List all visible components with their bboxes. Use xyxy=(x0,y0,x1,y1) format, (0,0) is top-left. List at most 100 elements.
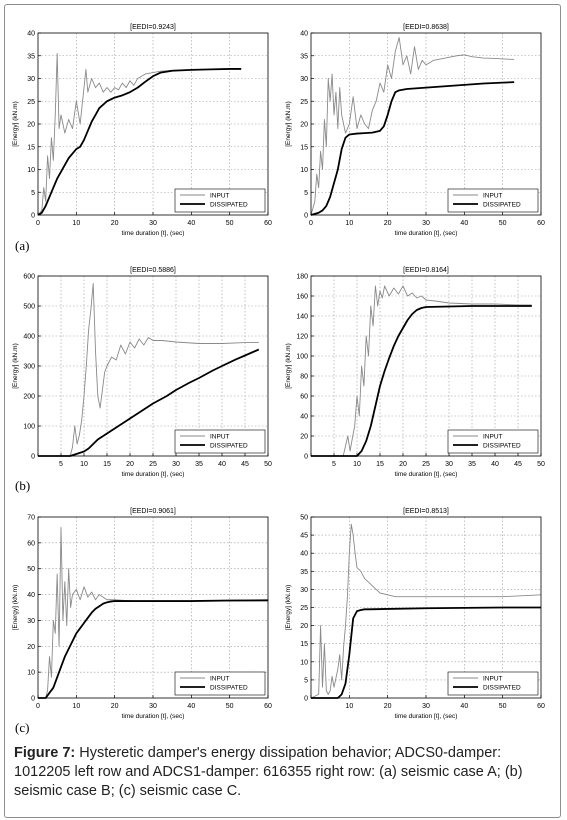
row-label-a: (a) xyxy=(15,238,30,253)
x-tick-label: 30 xyxy=(149,703,157,710)
plot-area xyxy=(38,276,268,456)
x-tick-label: 15 xyxy=(103,461,111,468)
x-tick-label: 15 xyxy=(376,461,384,468)
y-tick-label: 20 xyxy=(300,434,308,441)
chart-title: [EEDI=0.8638] xyxy=(403,24,449,31)
x-tick-label: 40 xyxy=(460,220,468,227)
x-tick-label: 20 xyxy=(111,703,119,710)
series-line-dissipated xyxy=(37,68,242,216)
series-line-input xyxy=(310,37,515,216)
y-tick-label: 40 xyxy=(300,31,308,38)
y-axis-label: [Energy] (kN.m) xyxy=(12,343,19,389)
y-tick-label: 140 xyxy=(296,314,308,321)
y-axis-label: [Energy] (kN.m) xyxy=(285,343,292,389)
y-tick-label: 15 xyxy=(300,144,308,151)
x-tick-label: 30 xyxy=(422,703,430,710)
y-tick-label: 20 xyxy=(27,644,35,651)
x-tick-label: 40 xyxy=(187,220,195,227)
x-tick-label: 40 xyxy=(491,461,499,468)
x-tick-label: 60 xyxy=(537,703,545,710)
series-line-dissipated xyxy=(311,305,532,457)
chart-6: 10 20 30 40 50 60 0 5 10 15 20 25 30 35 40 45 50 [EEDI=0.… xyxy=(285,508,545,720)
x-tick-label: 20 xyxy=(384,703,392,710)
figure-caption: Figure 7: Hysteretic damper's energy dis… xyxy=(14,744,554,801)
y-tick-label: 20 xyxy=(27,122,35,129)
row-label-c: (c) xyxy=(15,720,30,735)
series-line-dissipated xyxy=(38,599,269,699)
series-line-input xyxy=(38,283,259,457)
y-tick-label: 25 xyxy=(300,99,308,106)
y-tick-label: 20 xyxy=(300,623,308,630)
y-axis-label: [Energy] (kN.m) xyxy=(285,585,292,631)
x-tick-label: 50 xyxy=(537,461,545,468)
series-line-input xyxy=(311,285,532,457)
x-axis-label: time duration [t], (sec) xyxy=(395,471,458,478)
x-tick-label: 5 xyxy=(332,461,336,468)
x-tick-label: 60 xyxy=(264,220,272,227)
x-tick-label: 35 xyxy=(468,461,476,468)
x-tick-label: 40 xyxy=(218,461,226,468)
y-tick-label: 35 xyxy=(300,53,308,60)
x-tick-label: 10 xyxy=(80,461,88,468)
y-tick-label: 30 xyxy=(300,587,308,594)
x-tick-label: 10 xyxy=(345,220,353,227)
y-tick-label: 60 xyxy=(27,540,35,547)
x-tick-label: 30 xyxy=(149,220,157,227)
x-tick-label: 60 xyxy=(264,703,272,710)
y-tick-label: 15 xyxy=(300,641,308,648)
y-tick-label: 0 xyxy=(304,454,308,461)
y-tick-label: 30 xyxy=(27,76,35,83)
x-tick-label: 10 xyxy=(72,220,80,227)
y-tick-label: 35 xyxy=(300,569,308,576)
x-axis-label: time duration [t], (sec) xyxy=(395,713,458,720)
y-tick-label: 180 xyxy=(296,274,308,281)
series-line-dissipated xyxy=(311,606,541,699)
y-tick-label: 0 xyxy=(304,213,308,220)
y-tick-label: 5 xyxy=(304,190,308,197)
y-tick-label: 120 xyxy=(296,334,308,341)
y-tick-label: 0 xyxy=(31,696,35,703)
x-tick-label: 10 xyxy=(345,703,353,710)
series-line-input xyxy=(310,523,542,699)
y-tick-label: 0 xyxy=(31,454,35,461)
chart-title: [EEDI=0.8164] xyxy=(403,267,449,274)
y-tick-label: 400 xyxy=(23,334,35,341)
y-tick-label: 160 xyxy=(296,294,308,301)
x-tick-label: 50 xyxy=(264,461,272,468)
legend-label-dissipated: DISSIPATED xyxy=(483,685,521,692)
x-tick-label: 25 xyxy=(422,461,430,468)
x-tick-label: 50 xyxy=(499,220,507,227)
x-tick-label: 40 xyxy=(187,703,195,710)
legend-label-dissipated: DISSIPATED xyxy=(483,202,521,209)
x-tick-label: 50 xyxy=(226,703,234,710)
caption-prefix: Figure 7: xyxy=(14,745,76,761)
x-tick-label: 30 xyxy=(172,461,180,468)
y-tick-label: 25 xyxy=(27,99,35,106)
legend: INPUT DISSIPATED xyxy=(447,188,539,213)
x-tick-label: 0 xyxy=(36,220,40,227)
x-tick-label: 20 xyxy=(384,220,392,227)
x-axis-label: time duration [t], (sec) xyxy=(122,471,185,478)
y-tick-label: 35 xyxy=(27,53,35,60)
y-tick-label: 200 xyxy=(23,394,35,401)
legend: INPUT DISSIPATED xyxy=(447,429,539,454)
legend-label-dissipated: DISSIPATED xyxy=(483,443,521,450)
plot-area xyxy=(38,517,268,698)
x-tick-label: 30 xyxy=(445,461,453,468)
y-tick-label: 10 xyxy=(27,167,35,174)
y-axis-label: [Energy] (kN.m) xyxy=(12,585,19,631)
chart-title: [EEDI=0.5886] xyxy=(130,267,176,274)
y-tick-label: 300 xyxy=(23,364,35,371)
legend: INPUT DISSIPATED xyxy=(447,671,539,696)
x-tick-label: 35 xyxy=(195,461,203,468)
y-tick-label: 60 xyxy=(300,394,308,401)
legend-label-input: INPUT xyxy=(483,434,503,441)
x-tick-label: 45 xyxy=(241,461,249,468)
x-tick-label: 20 xyxy=(126,461,134,468)
y-tick-label: 10 xyxy=(27,670,35,677)
figure-charts: 0 10 20 30 40 50 600510152025303540[EEDI=0.924… xyxy=(12,24,545,720)
chart-title: [EEDI=0.9061] xyxy=(130,508,176,515)
y-tick-label: 40 xyxy=(27,31,35,38)
legend-label-input: INPUT xyxy=(483,676,503,683)
caption-text: Hysteretic damper's energy dissipation b… xyxy=(14,745,523,799)
